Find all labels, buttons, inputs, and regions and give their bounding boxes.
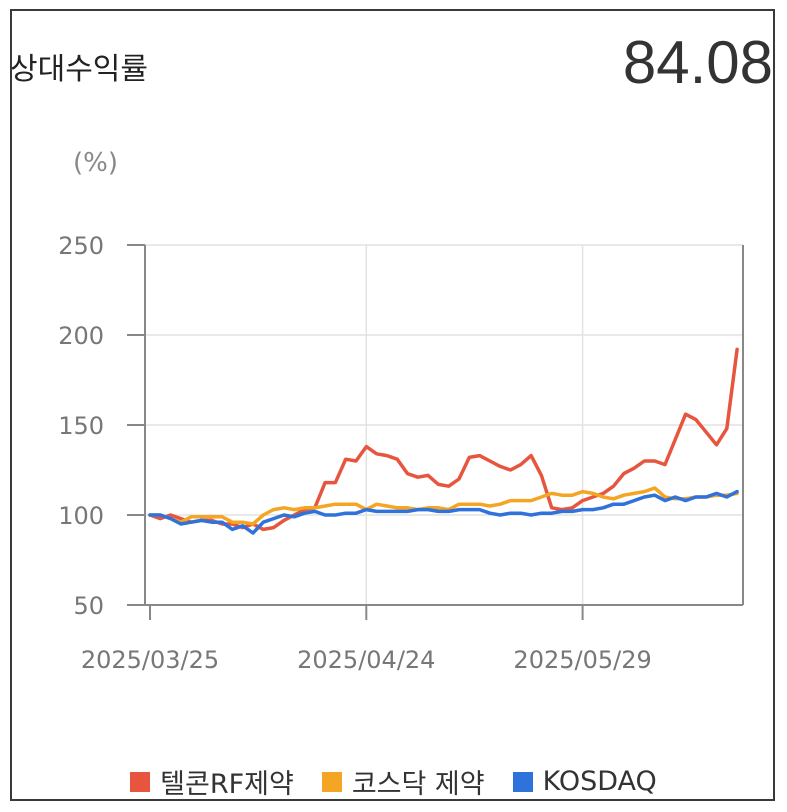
chart-frame (10, 9, 775, 801)
legend-swatch-kosdaq (512, 771, 533, 792)
legend-item-kosdaq: KOSDAQ (512, 762, 657, 801)
y-tick-label: 250 (58, 232, 104, 260)
x-tick-label: 2025/05/29 (513, 646, 651, 674)
series-line-0 (148, 347, 739, 532)
y-tick-label: 100 (58, 502, 104, 530)
legend-label-telcon: 텔콘RF제약 (160, 769, 294, 800)
return-value: 84.08 (622, 29, 773, 96)
legend-label-kosdaq: KOSDAQ (542, 766, 657, 797)
legend-swatch-telcon (130, 771, 151, 792)
legend: 텔콘RF제약 코스닥 제약 KOSDAQ (0, 762, 787, 801)
x-tick-label: 2025/03/25 (81, 646, 219, 674)
series-line-1 (148, 486, 739, 526)
chart-title: 상대수익률 (10, 52, 148, 87)
legend-item-telcon: 텔콘RF제약 (130, 762, 294, 801)
y-tick-label: 150 (58, 412, 104, 440)
y-axis-unit: (%) (73, 148, 118, 178)
legend-item-kosdaq-pharma: 코스닥 제약 (321, 762, 485, 801)
x-tick-label: 2025/04/24 (297, 646, 435, 674)
series-line-2 (148, 489, 739, 535)
y-tick-label: 50 (73, 592, 104, 620)
legend-swatch-kosdaq-pharma (321, 771, 342, 792)
y-tick-label: 200 (58, 322, 104, 350)
legend-label-kosdaq-pharma: 코스닥 제약 (351, 769, 485, 800)
